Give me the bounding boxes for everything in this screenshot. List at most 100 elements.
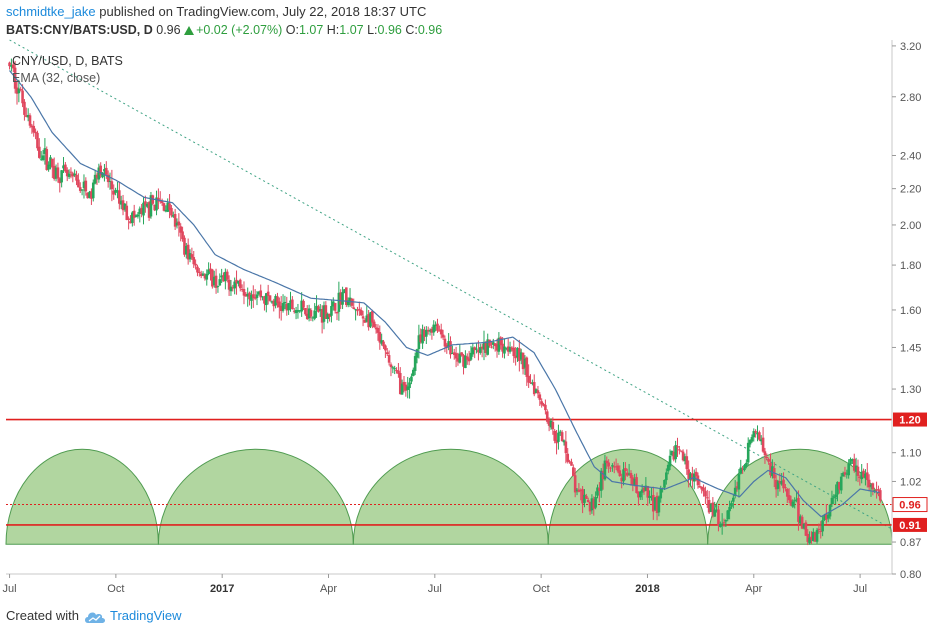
candle-body-360 <box>678 449 681 451</box>
candle-body-42 <box>86 192 89 199</box>
candle-body-8 <box>23 101 26 115</box>
x-tick-label-0: Jul <box>3 583 17 595</box>
candle-body-121 <box>233 281 236 289</box>
close-value: 0.96 <box>417 23 443 37</box>
candle-body-214 <box>406 386 410 390</box>
candle-body-0 <box>8 62 11 67</box>
candle-body-433 <box>813 532 817 542</box>
candle-body-85 <box>166 202 169 212</box>
candle-body-93 <box>181 231 184 240</box>
trend-layer <box>9 39 893 530</box>
candle-body-151 <box>289 300 292 303</box>
candle-body-228 <box>432 324 436 333</box>
price-axis[interactable]: 3.20 2.80 2.40 2.20 2.00 1.80 1.60 1.45 1.30 1.10… <box>892 41 921 581</box>
candle-body-2 <box>11 64 15 69</box>
candle-body-156 <box>298 310 302 312</box>
candle-body-64 <box>127 218 130 220</box>
candle-body-11 <box>28 115 32 126</box>
x-tick-label-2: 2017 <box>210 583 234 595</box>
candle-body-345 <box>650 496 653 498</box>
candle-body-434 <box>815 529 819 542</box>
candle-body-58 <box>116 190 119 192</box>
candle-body-386 <box>726 510 730 520</box>
candle-body-204 <box>387 355 391 363</box>
candle-body-194 <box>369 312 372 327</box>
candle-body-131 <box>251 294 255 299</box>
candle-body-164 <box>313 310 316 319</box>
candle-body-114 <box>220 275 223 278</box>
created-with-text: Created with <box>6 608 79 623</box>
candle-body-341 <box>642 487 646 492</box>
y-tick-label-4: 2.00 <box>900 220 921 232</box>
candle-body-317 <box>598 487 601 491</box>
candle-body-216 <box>410 376 413 382</box>
candle-body-60 <box>119 200 123 205</box>
candle-body-146 <box>279 305 283 312</box>
y-tick-label-7: 1.45 <box>900 342 921 354</box>
candle-body-316 <box>596 487 599 496</box>
candle-body-165 <box>315 305 318 310</box>
candle-body-452 <box>849 458 852 465</box>
candle-body-342 <box>644 485 648 491</box>
candle-body-9 <box>24 115 28 117</box>
ema-legend[interactable]: EMA (32, close) <box>12 71 100 85</box>
candle-body-134 <box>257 291 261 295</box>
candle-body-55 <box>110 181 114 190</box>
candle-body-96 <box>186 244 190 260</box>
candle-body-323 <box>609 467 612 469</box>
candle-body-399 <box>750 437 754 442</box>
candle-body-117 <box>225 271 229 280</box>
candle-body-348 <box>655 495 659 514</box>
candle-body-405 <box>761 437 765 452</box>
series-legend[interactable]: CNY/USD, D, BATS <box>12 54 123 68</box>
candle-body-163 <box>311 317 315 319</box>
candle-body-177 <box>337 292 341 312</box>
candle-body-44 <box>90 191 93 199</box>
candle-body-449 <box>843 472 847 475</box>
candle-body-402 <box>756 432 759 435</box>
candle-body-115 <box>222 275 225 282</box>
low-label: L: <box>367 23 378 37</box>
candle-body-461 <box>865 472 869 480</box>
candle-body-467 <box>877 489 880 491</box>
candle-body-37 <box>77 179 80 188</box>
candle-body-355 <box>668 455 672 467</box>
published-text: published on TradingView.com, July 22, 2… <box>99 4 427 19</box>
candle-body-218 <box>413 356 417 371</box>
candle-body-51 <box>103 169 106 172</box>
candle-body-260 <box>492 342 495 345</box>
candle-body-280 <box>529 382 532 384</box>
publisher-name[interactable]: schmidtke_jake <box>6 4 96 19</box>
candle-body-193 <box>367 314 370 328</box>
candle-body-304 <box>573 475 577 493</box>
candle-body-71 <box>140 207 143 214</box>
candle-body-31 <box>65 169 69 177</box>
candle-body-129 <box>248 292 251 300</box>
candle-body-445 <box>836 481 839 495</box>
candle-body-292 <box>551 421 555 430</box>
time-axis[interactable]: Jul Oct 2017 Apr Jul Oct 2018 Apr Jul <box>3 574 868 595</box>
candle-body-277 <box>523 358 527 368</box>
candle-body-390 <box>733 487 737 497</box>
candle-body-450 <box>845 473 849 475</box>
ema-layer <box>9 70 880 518</box>
candle-body-357 <box>672 451 676 460</box>
candle-body-266 <box>503 346 506 354</box>
tradingview-brand-link[interactable]: TradingView <box>110 608 182 623</box>
candle-body-238 <box>451 352 454 354</box>
candle-body-278 <box>525 357 529 377</box>
candle-body-215 <box>408 382 411 388</box>
candle-body-264 <box>499 337 503 346</box>
candle-body-169 <box>322 305 326 322</box>
candle-body-259 <box>490 346 493 348</box>
candle-body-103 <box>199 273 203 277</box>
candle-body-157 <box>300 300 303 312</box>
candle-body-420 <box>789 499 793 506</box>
candle-body-87 <box>170 207 173 216</box>
candle-body-153 <box>292 310 296 312</box>
candle-body-179 <box>341 292 344 305</box>
candle-body-410 <box>771 466 774 477</box>
candle-body-143 <box>274 296 277 306</box>
candle-body-61 <box>121 200 125 211</box>
